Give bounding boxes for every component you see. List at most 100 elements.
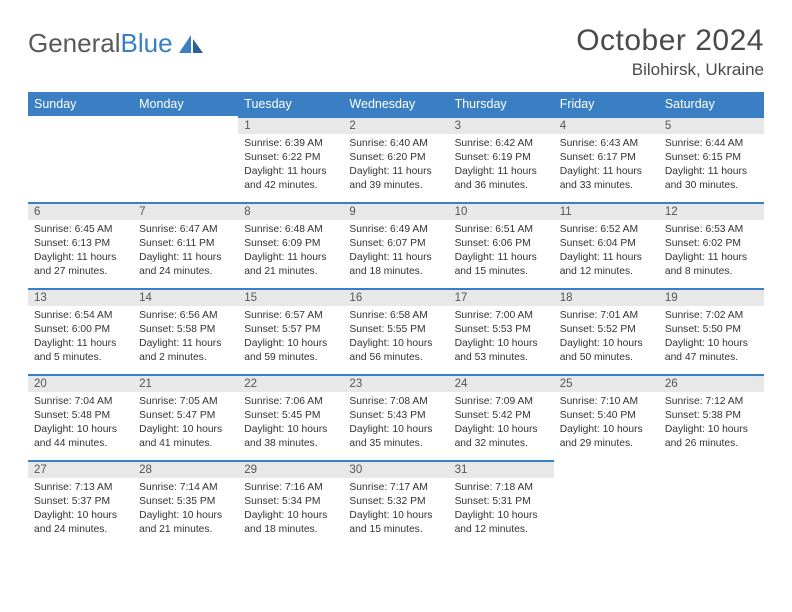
day-number: 11 <box>554 202 659 220</box>
calendar-day-cell <box>659 460 764 546</box>
day-details: Sunrise: 6:48 AMSunset: 6:09 PMDaylight:… <box>238 220 343 283</box>
sunrise-line: Sunrise: 6:57 AM <box>244 309 337 323</box>
logo: GeneralBlue <box>28 24 205 59</box>
day-number: 19 <box>659 288 764 306</box>
calendar-week-row: 27Sunrise: 7:13 AMSunset: 5:37 PMDayligh… <box>28 460 764 546</box>
title-block: October 2024 Bilohirsk, Ukraine <box>576 24 764 80</box>
calendar-day-cell: 3Sunrise: 6:42 AMSunset: 6:19 PMDaylight… <box>449 116 554 202</box>
day-details: Sunrise: 7:06 AMSunset: 5:45 PMDaylight:… <box>238 392 343 455</box>
day-number: 7 <box>133 202 238 220</box>
day-details: Sunrise: 6:42 AMSunset: 6:19 PMDaylight:… <box>449 134 554 197</box>
sunset-line: Sunset: 6:22 PM <box>244 151 337 165</box>
sunrise-line: Sunrise: 7:00 AM <box>455 309 548 323</box>
day-details: Sunrise: 6:53 AMSunset: 6:02 PMDaylight:… <box>659 220 764 283</box>
day-details: Sunrise: 7:09 AMSunset: 5:42 PMDaylight:… <box>449 392 554 455</box>
day-number: 12 <box>659 202 764 220</box>
day-details: Sunrise: 6:43 AMSunset: 6:17 PMDaylight:… <box>554 134 659 197</box>
calendar-day-cell: 31Sunrise: 7:18 AMSunset: 5:31 PMDayligh… <box>449 460 554 546</box>
daylight-line: Daylight: 10 hours and 41 minutes. <box>139 423 232 451</box>
day-number: 10 <box>449 202 554 220</box>
sunrise-line: Sunrise: 7:13 AM <box>34 481 127 495</box>
sunrise-line: Sunrise: 6:52 AM <box>560 223 653 237</box>
sunrise-line: Sunrise: 7:09 AM <box>455 395 548 409</box>
header: GeneralBlue October 2024 Bilohirsk, Ukra… <box>28 24 764 80</box>
sunset-line: Sunset: 6:17 PM <box>560 151 653 165</box>
weekday-header: Saturday <box>659 92 764 116</box>
logo-text-1: General <box>28 28 121 59</box>
calendar-day-cell: 12Sunrise: 6:53 AMSunset: 6:02 PMDayligh… <box>659 202 764 288</box>
weekday-header: Friday <box>554 92 659 116</box>
sunrise-line: Sunrise: 6:53 AM <box>665 223 758 237</box>
sunset-line: Sunset: 5:34 PM <box>244 495 337 509</box>
daylight-line: Daylight: 11 hours and 39 minutes. <box>349 165 442 193</box>
calendar-day-cell: 11Sunrise: 6:52 AMSunset: 6:04 PMDayligh… <box>554 202 659 288</box>
day-number: 29 <box>238 460 343 478</box>
sunrise-line: Sunrise: 6:58 AM <box>349 309 442 323</box>
sunrise-line: Sunrise: 7:08 AM <box>349 395 442 409</box>
calendar-day-cell: 24Sunrise: 7:09 AMSunset: 5:42 PMDayligh… <box>449 374 554 460</box>
day-number: 26 <box>659 374 764 392</box>
calendar-day-cell: 15Sunrise: 6:57 AMSunset: 5:57 PMDayligh… <box>238 288 343 374</box>
day-details: Sunrise: 7:13 AMSunset: 5:37 PMDaylight:… <box>28 478 133 541</box>
day-number: 20 <box>28 374 133 392</box>
weekday-header-row: Sunday Monday Tuesday Wednesday Thursday… <box>28 92 764 116</box>
day-number: 4 <box>554 116 659 134</box>
daylight-line: Daylight: 10 hours and 21 minutes. <box>139 509 232 537</box>
sunrise-line: Sunrise: 6:47 AM <box>139 223 232 237</box>
calendar-day-cell: 23Sunrise: 7:08 AMSunset: 5:43 PMDayligh… <box>343 374 448 460</box>
day-details: Sunrise: 7:00 AMSunset: 5:53 PMDaylight:… <box>449 306 554 369</box>
calendar-week-row: 1Sunrise: 6:39 AMSunset: 6:22 PMDaylight… <box>28 116 764 202</box>
sunset-line: Sunset: 6:07 PM <box>349 237 442 251</box>
weekday-header: Monday <box>133 92 238 116</box>
sunset-line: Sunset: 5:43 PM <box>349 409 442 423</box>
calendar-day-cell: 16Sunrise: 6:58 AMSunset: 5:55 PMDayligh… <box>343 288 448 374</box>
calendar-day-cell: 9Sunrise: 6:49 AMSunset: 6:07 PMDaylight… <box>343 202 448 288</box>
day-details: Sunrise: 7:17 AMSunset: 5:32 PMDaylight:… <box>343 478 448 541</box>
calendar-day-cell: 28Sunrise: 7:14 AMSunset: 5:35 PMDayligh… <box>133 460 238 546</box>
sunset-line: Sunset: 5:37 PM <box>34 495 127 509</box>
calendar-day-cell: 29Sunrise: 7:16 AMSunset: 5:34 PMDayligh… <box>238 460 343 546</box>
daylight-line: Daylight: 10 hours and 26 minutes. <box>665 423 758 451</box>
daylight-line: Daylight: 11 hours and 15 minutes. <box>455 251 548 279</box>
daylight-line: Daylight: 10 hours and 32 minutes. <box>455 423 548 451</box>
weekday-header: Thursday <box>449 92 554 116</box>
day-number: 30 <box>343 460 448 478</box>
sunrise-line: Sunrise: 7:06 AM <box>244 395 337 409</box>
sunset-line: Sunset: 6:20 PM <box>349 151 442 165</box>
day-details: Sunrise: 6:52 AMSunset: 6:04 PMDaylight:… <box>554 220 659 283</box>
calendar-day-cell: 2Sunrise: 6:40 AMSunset: 6:20 PMDaylight… <box>343 116 448 202</box>
daylight-line: Daylight: 10 hours and 35 minutes. <box>349 423 442 451</box>
sunset-line: Sunset: 6:19 PM <box>455 151 548 165</box>
calendar-day-cell: 1Sunrise: 6:39 AMSunset: 6:22 PMDaylight… <box>238 116 343 202</box>
sunset-line: Sunset: 5:45 PM <box>244 409 337 423</box>
calendar-day-cell: 21Sunrise: 7:05 AMSunset: 5:47 PMDayligh… <box>133 374 238 460</box>
calendar-day-cell: 27Sunrise: 7:13 AMSunset: 5:37 PMDayligh… <box>28 460 133 546</box>
sunset-line: Sunset: 5:47 PM <box>139 409 232 423</box>
daylight-line: Daylight: 10 hours and 15 minutes. <box>349 509 442 537</box>
calendar-day-cell: 8Sunrise: 6:48 AMSunset: 6:09 PMDaylight… <box>238 202 343 288</box>
sunrise-line: Sunrise: 6:48 AM <box>244 223 337 237</box>
sunset-line: Sunset: 5:55 PM <box>349 323 442 337</box>
sunrise-line: Sunrise: 7:02 AM <box>665 309 758 323</box>
day-number: 31 <box>449 460 554 478</box>
day-details: Sunrise: 7:10 AMSunset: 5:40 PMDaylight:… <box>554 392 659 455</box>
sunset-line: Sunset: 5:52 PM <box>560 323 653 337</box>
daylight-line: Daylight: 11 hours and 8 minutes. <box>665 251 758 279</box>
calendar-week-row: 13Sunrise: 6:54 AMSunset: 6:00 PMDayligh… <box>28 288 764 374</box>
calendar-day-cell: 14Sunrise: 6:56 AMSunset: 5:58 PMDayligh… <box>133 288 238 374</box>
logo-text-2: Blue <box>121 28 173 59</box>
day-details: Sunrise: 6:57 AMSunset: 5:57 PMDaylight:… <box>238 306 343 369</box>
sunset-line: Sunset: 6:11 PM <box>139 237 232 251</box>
sunset-line: Sunset: 6:02 PM <box>665 237 758 251</box>
sunrise-line: Sunrise: 7:10 AM <box>560 395 653 409</box>
sunrise-line: Sunrise: 7:05 AM <box>139 395 232 409</box>
sunrise-line: Sunrise: 6:49 AM <box>349 223 442 237</box>
day-number: 14 <box>133 288 238 306</box>
day-number: 22 <box>238 374 343 392</box>
calendar-day-cell: 30Sunrise: 7:17 AMSunset: 5:32 PMDayligh… <box>343 460 448 546</box>
calendar-day-cell: 19Sunrise: 7:02 AMSunset: 5:50 PMDayligh… <box>659 288 764 374</box>
daylight-line: Daylight: 10 hours and 18 minutes. <box>244 509 337 537</box>
sunset-line: Sunset: 6:06 PM <box>455 237 548 251</box>
sunrise-line: Sunrise: 7:01 AM <box>560 309 653 323</box>
day-details: Sunrise: 6:58 AMSunset: 5:55 PMDaylight:… <box>343 306 448 369</box>
